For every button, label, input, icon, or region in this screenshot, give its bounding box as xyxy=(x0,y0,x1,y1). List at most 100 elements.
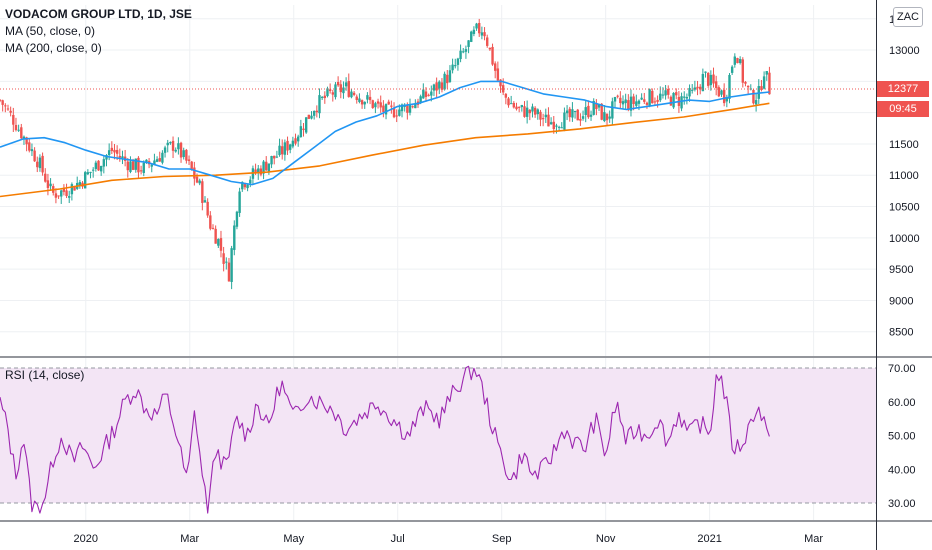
candle-up xyxy=(398,109,401,116)
candle-down xyxy=(33,150,36,162)
candle-down xyxy=(656,99,659,102)
candle-down xyxy=(355,96,358,100)
candle-up xyxy=(754,100,758,105)
rsi-legend[interactable]: RSI (14, close) xyxy=(5,367,84,384)
symbol-title[interactable]: VODACOM GROUP LTD, 1D, JSE xyxy=(5,7,192,21)
candle-up xyxy=(291,140,295,147)
candle-up xyxy=(344,82,348,87)
candle-up xyxy=(270,156,273,165)
candle-down xyxy=(752,89,755,104)
candle-up xyxy=(235,211,239,227)
candle-down xyxy=(131,161,135,170)
candle-down xyxy=(113,149,116,153)
candle-up xyxy=(86,172,90,175)
candle-up xyxy=(557,126,561,128)
candle-up xyxy=(464,49,468,52)
rsi-series xyxy=(0,365,770,514)
candle-up xyxy=(155,159,159,162)
candle-down xyxy=(435,82,438,91)
candle-up xyxy=(363,101,366,105)
candle-up xyxy=(49,183,52,187)
candle-up xyxy=(733,56,737,65)
candle-down xyxy=(65,190,68,197)
candle-up xyxy=(451,64,454,71)
candle-down xyxy=(523,106,526,117)
ma200-line xyxy=(0,102,770,198)
candle-up xyxy=(701,73,705,92)
candle-down xyxy=(6,108,10,110)
rsi-bounds xyxy=(0,367,876,504)
candle-up xyxy=(30,149,34,152)
candle-down xyxy=(552,121,555,130)
candle-up xyxy=(467,40,470,47)
candle-up xyxy=(230,248,233,282)
candle-down xyxy=(446,74,449,84)
candle-down xyxy=(328,89,332,92)
candle-up xyxy=(68,196,71,198)
candle-up xyxy=(603,112,606,122)
candle-down xyxy=(491,46,494,65)
candle-down xyxy=(376,101,380,104)
candle-down xyxy=(517,106,521,108)
candle-down xyxy=(392,108,396,118)
candle-up xyxy=(312,110,316,116)
candle-down xyxy=(651,90,654,104)
candle-down xyxy=(286,140,289,151)
candle-up xyxy=(288,144,292,150)
candle-up xyxy=(22,136,26,140)
candle-up xyxy=(432,84,436,91)
rsi-tick-label: 30.00 xyxy=(888,498,916,510)
candle-up xyxy=(142,162,145,174)
candle-down xyxy=(62,188,66,192)
candle-down xyxy=(494,63,497,71)
candle-down xyxy=(36,161,39,168)
candle-up xyxy=(278,145,281,156)
price-tick-label: 13000 xyxy=(889,45,920,57)
ma50-legend[interactable]: MA (50, close, 0) xyxy=(5,24,96,38)
candle-down xyxy=(440,82,444,90)
candle-down xyxy=(499,79,502,87)
candle-up xyxy=(262,161,265,174)
candle-down xyxy=(302,128,305,131)
candle-down xyxy=(696,86,699,89)
candle-down xyxy=(307,114,311,119)
candle-up xyxy=(635,101,638,106)
candle-down xyxy=(193,167,196,179)
candle-up xyxy=(107,150,111,156)
candle-up xyxy=(536,109,539,115)
last-price-tag: 12377 xyxy=(877,81,929,97)
candle-down xyxy=(406,105,409,113)
currency-badge[interactable]: ZAC xyxy=(893,7,923,27)
candle-down xyxy=(533,107,537,115)
candle-up xyxy=(310,115,313,119)
candle-down xyxy=(424,91,428,97)
candle-down xyxy=(488,47,492,50)
ma200-legend[interactable]: MA (200, close, 0) xyxy=(5,41,102,55)
candle-down xyxy=(483,32,486,37)
candle-up xyxy=(304,117,308,133)
candle-down xyxy=(504,93,508,98)
candle-down xyxy=(382,105,385,112)
candle-up xyxy=(38,157,42,169)
candle-up xyxy=(459,50,462,60)
candle-down xyxy=(14,124,18,131)
candle-up xyxy=(320,96,324,98)
candle-down xyxy=(576,109,579,121)
time-tick-label: Mar xyxy=(804,533,823,545)
candle-up xyxy=(408,104,412,113)
candle-up xyxy=(414,103,417,109)
candle-down xyxy=(619,97,622,104)
candle-down xyxy=(643,99,646,102)
candle-up xyxy=(217,238,220,246)
candle-down xyxy=(9,110,12,113)
candle-down xyxy=(746,85,750,88)
rsi-tick-label: 50.00 xyxy=(888,431,916,443)
candle-down xyxy=(547,114,550,127)
candle-up xyxy=(470,31,473,42)
candle-up xyxy=(565,110,569,114)
candle-down xyxy=(486,37,489,46)
candle-up xyxy=(134,158,137,170)
time-tick-label: Sep xyxy=(492,533,512,545)
candle-up xyxy=(693,87,697,90)
